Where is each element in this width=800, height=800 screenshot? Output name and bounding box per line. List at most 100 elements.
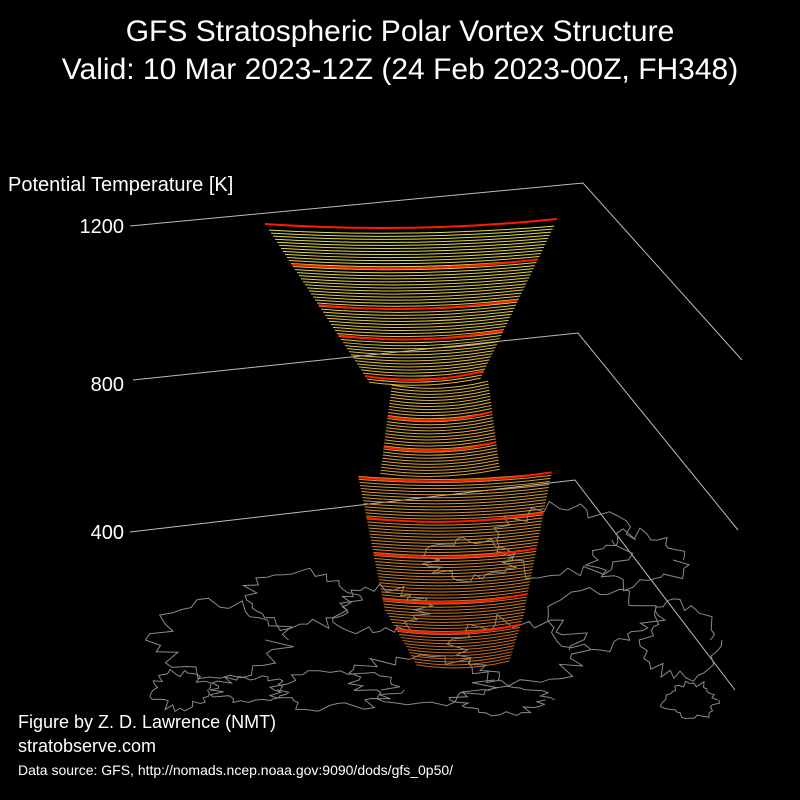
vortex-contour [358,362,489,371]
vortex-contour [302,277,530,286]
vortex-edge-760 [383,440,497,452]
vortex-contour [369,529,541,538]
vortex-contour [405,642,516,651]
vortex-contour [270,228,553,237]
vortex-contour [382,453,498,462]
vortex-contour [346,344,497,353]
vortex-contour [286,252,541,262]
vortex-contour [384,602,526,611]
vortex-contour [370,532,540,541]
vortex-contour [360,480,550,490]
coastline-12 [659,680,721,720]
vortex-contour [416,660,510,669]
vortex-edge-820 [387,410,493,422]
vortex-contour [386,417,494,426]
vortex-contour [268,225,555,234]
vortex-contour [384,438,496,447]
vortex-contour [380,465,500,474]
vortex-edge-400 [395,623,521,635]
coastline-11 [638,598,723,682]
coastline-6 [547,587,666,653]
vortex-contour [392,617,523,626]
vortex-contour [376,563,534,572]
vortex-contour [390,614,524,623]
coastline-3 [421,536,518,583]
vortex-contour [386,423,494,432]
vortex-contour [368,523,542,532]
z-tick-800: 800 [90,374,124,396]
vortex-contour [304,280,528,289]
vortex-contour [280,243,546,253]
vortex-contour [356,359,490,368]
vortex-contour [380,584,530,593]
vortex-contour [367,520,543,529]
vortex-contour [314,295,521,304]
vortex-contour [375,556,535,566]
vortex-contour [384,432,496,441]
vortex-contour [381,456,499,465]
vortex-contour [383,599,527,608]
coastline-4 [493,500,636,579]
vortex-contour [272,231,552,240]
vortex-contour [388,611,525,620]
vortex-contour [354,356,492,365]
vortex-contour [373,550,537,560]
vortex-contour [374,553,536,563]
coastline-14 [448,685,555,717]
vortex-contour [322,307,515,316]
vortex-contour [332,322,508,332]
vortex-contour [308,286,525,295]
vortex-contour [388,407,492,417]
vortex-contour [372,544,538,553]
vortex-edge-460 [382,592,528,604]
vortex-contour [400,632,519,642]
coastline-2 [332,582,435,635]
vortex-contour [386,420,494,429]
vortex-contour [284,249,543,259]
vortex-contour [390,386,490,395]
vortex-isosurface [264,218,558,669]
vortex-contour [381,590,529,599]
vortex-contour [385,426,495,435]
vortex-contour [320,304,516,313]
vortex-contour [382,450,498,459]
vortex-contour [379,581,531,590]
vortex-contour [384,435,496,444]
vortex-contour [375,559,535,569]
vortex-contour [344,341,499,350]
chart-subtitle: Valid: 10 Mar 2023-12Z (24 Feb 2023-00Z,… [61,53,739,86]
vortex-contour [371,538,539,547]
vortex-contour [409,648,514,657]
vortex-edge-1040 [318,299,519,311]
vortex-contour [397,626,521,636]
credit-site: stratobserve.com [18,736,157,756]
z-axis-label: Potential Temperature [K] [8,174,234,196]
vortex-contour [380,462,500,471]
vortex-contour [368,377,481,386]
vortex-contour [391,383,489,392]
vortex-contour [306,283,527,292]
grid-vertical [575,183,583,480]
vortex-contour [298,271,533,280]
vortex-contour [402,635,518,645]
vortex-contour [362,493,548,502]
coastline-8 [347,654,501,707]
vortex-contour [381,459,499,468]
vortex-contour [376,566,534,575]
vortex-contour [378,575,532,584]
vortex-contour [387,414,493,423]
vortex-contour [390,389,490,398]
vortex-contour [361,487,549,496]
vortex-contour [276,237,549,246]
vortex-contour [363,499,547,508]
vortex-contour [316,298,519,307]
coastline-7 [446,613,591,687]
z-tick-1200: 1200 [79,216,125,238]
vortex-contour [389,398,491,408]
vortex-contour [336,328,505,338]
vortex-contour [385,429,495,438]
vortex-contour [364,505,546,514]
vortex-contour [377,569,533,578]
vortex-contour [288,255,540,265]
